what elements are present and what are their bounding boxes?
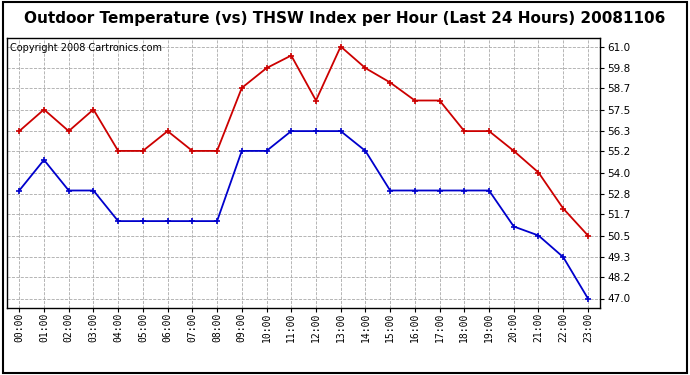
Text: Copyright 2008 Cartronics.com: Copyright 2008 Cartronics.com <box>10 43 162 53</box>
Text: Outdoor Temperature (vs) THSW Index per Hour (Last 24 Hours) 20081106: Outdoor Temperature (vs) THSW Index per … <box>24 11 666 26</box>
